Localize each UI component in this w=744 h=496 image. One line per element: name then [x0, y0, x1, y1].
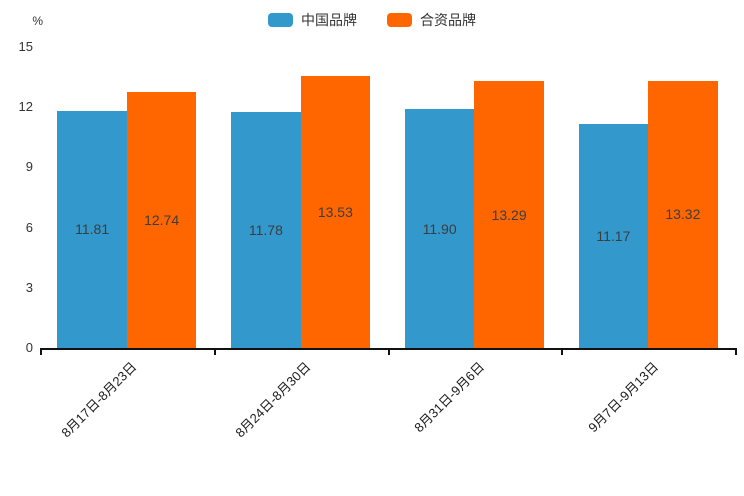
bar-value-label: 13.29 — [491, 206, 527, 223]
y-tick-label: 9 — [25, 159, 33, 175]
y-tick-label: 3 — [25, 279, 33, 295]
bar-value-label: 13.53 — [317, 204, 353, 221]
bar-series-0-group-3: 11.17 — [578, 123, 649, 348]
legend-item-series-1[interactable]: 合资品牌 — [387, 10, 476, 30]
bar-series-1-group-1: 13.53 — [300, 76, 371, 348]
bar-series-0-group-1: 11.78 — [231, 111, 301, 348]
x-axis-tick-mark — [735, 348, 737, 355]
bar-value-label: 11.90 — [422, 220, 457, 237]
y-axis-unit-label: % — [32, 14, 43, 28]
x-axis-tick-mark — [561, 348, 564, 355]
x-axis-tick-mark — [387, 348, 390, 355]
y-tick-label: 15 — [18, 39, 33, 54]
bar-series-1-group-3: 13.32 — [648, 80, 718, 348]
y-tick-label: 12 — [18, 99, 33, 115]
x-axis-tick-mark — [40, 348, 42, 355]
legend-swatch-icon — [387, 13, 412, 27]
bar-series-0-group-0: 11.81 — [57, 111, 127, 348]
legend-swatch-icon — [268, 13, 293, 27]
x-tick-label: 8月31日-9月6日 — [411, 359, 488, 436]
bar-value-label: 11.78 — [248, 221, 283, 238]
bar-value-label: 11.81 — [75, 221, 110, 238]
bar-series-1-group-0: 12.74 — [126, 92, 197, 348]
bar-value-label: 13.32 — [665, 206, 701, 223]
legend-item-series-0[interactable]: 中国品牌 — [268, 10, 357, 30]
y-tick-label: 6 — [25, 219, 33, 235]
legend: 中国品牌 合资品牌 — [0, 10, 744, 30]
x-axis-tick-mark — [213, 348, 216, 355]
y-tick-label: 0 — [25, 340, 33, 355]
bar-series-1-group-2: 13.29 — [474, 81, 544, 348]
x-tick-label: 8月24日-8月30日 — [232, 359, 314, 441]
legend-label: 合资品牌 — [420, 12, 476, 28]
bar-value-label: 12.74 — [144, 212, 180, 229]
bar-series-0-group-2: 11.90 — [404, 109, 475, 348]
x-tick-label: 8月17日-8月23日 — [58, 359, 140, 441]
legend-label: 中国品牌 — [301, 12, 357, 28]
x-tick-label: 9月7日-9月13日 — [584, 359, 661, 436]
bar-value-label: 11.17 — [596, 227, 631, 244]
